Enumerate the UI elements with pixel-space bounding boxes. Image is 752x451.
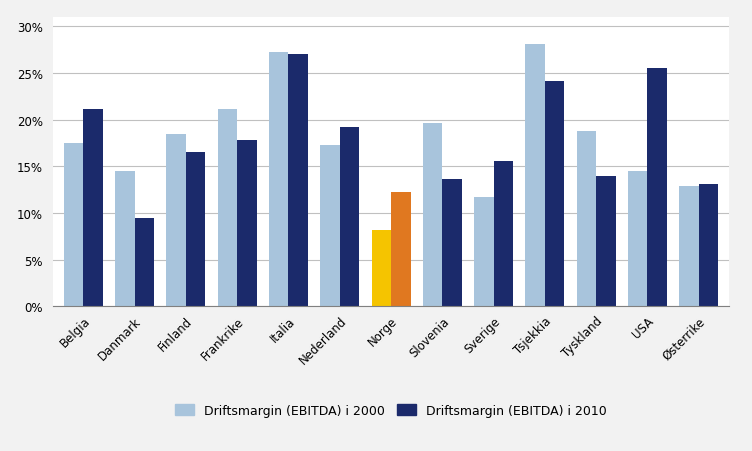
Bar	[545, 81, 564, 307]
Bar	[526, 45, 545, 307]
Bar	[647, 69, 667, 307]
Bar	[596, 176, 616, 307]
Bar	[237, 141, 256, 307]
Bar	[340, 128, 359, 307]
Bar	[64, 144, 83, 307]
Bar	[218, 109, 237, 307]
Bar	[320, 146, 340, 307]
Bar	[186, 153, 205, 307]
Bar	[628, 172, 647, 307]
Legend: Driftsmargin (EBITDA) i 2000, Driftsmargin (EBITDA) i 2010: Driftsmargin (EBITDA) i 2000, Driftsmarg…	[170, 399, 612, 422]
Bar	[423, 124, 442, 307]
Bar	[135, 218, 154, 307]
Bar	[115, 172, 135, 307]
Bar	[289, 55, 308, 307]
Bar	[577, 132, 596, 307]
Bar	[474, 198, 493, 307]
Bar	[166, 134, 186, 307]
Bar	[699, 185, 718, 307]
Bar	[269, 52, 289, 307]
Bar	[442, 179, 462, 307]
Bar	[493, 161, 513, 307]
Bar	[83, 109, 103, 307]
Bar	[371, 230, 391, 307]
Bar	[679, 187, 699, 307]
Bar	[391, 192, 411, 307]
